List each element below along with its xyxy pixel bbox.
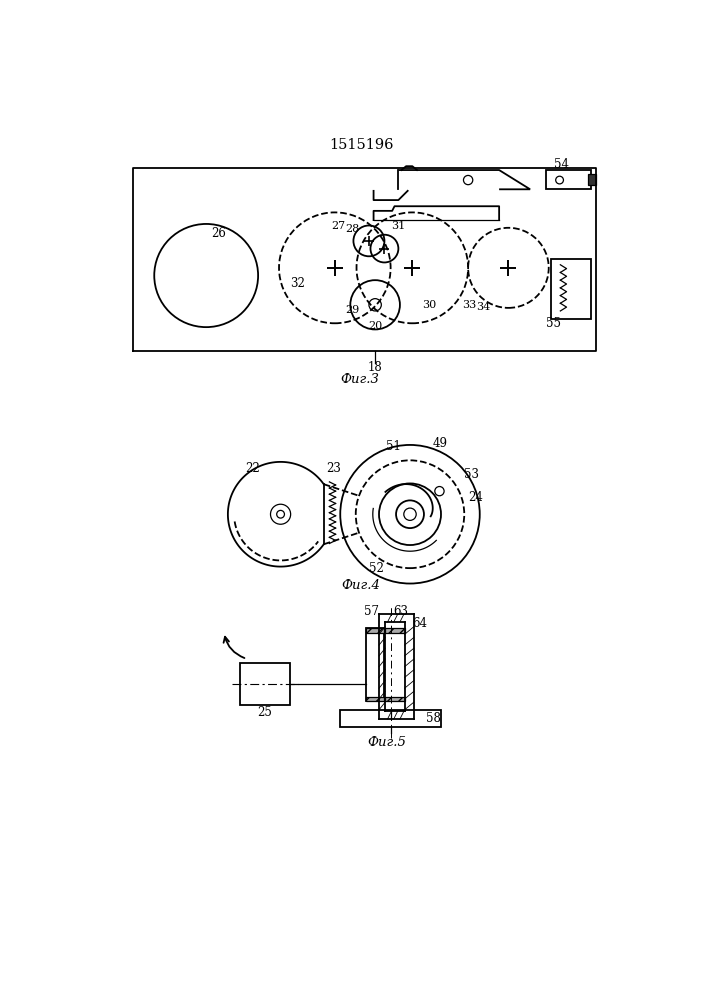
Text: 22: 22: [245, 462, 260, 475]
Text: 28: 28: [346, 224, 360, 234]
Text: 33: 33: [462, 300, 477, 310]
Text: 20: 20: [368, 321, 382, 331]
Text: 23: 23: [327, 462, 341, 475]
Text: 1515196: 1515196: [329, 138, 395, 152]
Text: 58: 58: [426, 712, 440, 725]
Bar: [588, 174, 596, 185]
Text: 30: 30: [422, 300, 436, 310]
Text: Фиг.5: Фиг.5: [368, 736, 407, 749]
Text: 31: 31: [391, 221, 406, 231]
Text: 52: 52: [369, 562, 384, 575]
Text: 53: 53: [464, 468, 479, 481]
Text: 26: 26: [211, 227, 226, 240]
Bar: [366, 697, 385, 701]
Text: Фиг.3: Фиг.3: [340, 373, 379, 386]
Bar: [340, 710, 441, 727]
Text: 63: 63: [393, 605, 408, 618]
Text: 29: 29: [345, 305, 359, 315]
Bar: [240, 663, 290, 705]
Text: Фиг.4: Фиг.4: [341, 579, 380, 592]
Text: 27: 27: [332, 221, 346, 231]
Text: 49: 49: [433, 437, 448, 450]
Text: 18: 18: [368, 361, 382, 374]
Text: 32: 32: [290, 277, 305, 290]
Text: 64: 64: [413, 617, 428, 630]
Bar: [385, 628, 404, 633]
Bar: [385, 697, 404, 701]
Text: 54: 54: [554, 158, 568, 171]
Text: 57: 57: [363, 605, 379, 618]
Bar: [551, 259, 591, 319]
Text: 51: 51: [385, 440, 400, 453]
Text: 24: 24: [469, 491, 484, 504]
Bar: [366, 628, 385, 633]
Text: 25: 25: [257, 706, 271, 719]
Bar: [366, 628, 385, 701]
Text: 34: 34: [477, 302, 491, 312]
Text: 55: 55: [546, 317, 561, 330]
